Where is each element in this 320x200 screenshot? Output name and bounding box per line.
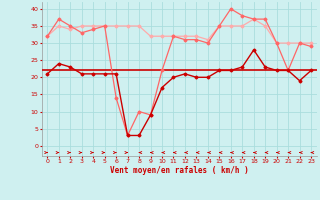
X-axis label: Vent moyen/en rafales ( km/h ): Vent moyen/en rafales ( km/h ) — [110, 166, 249, 175]
